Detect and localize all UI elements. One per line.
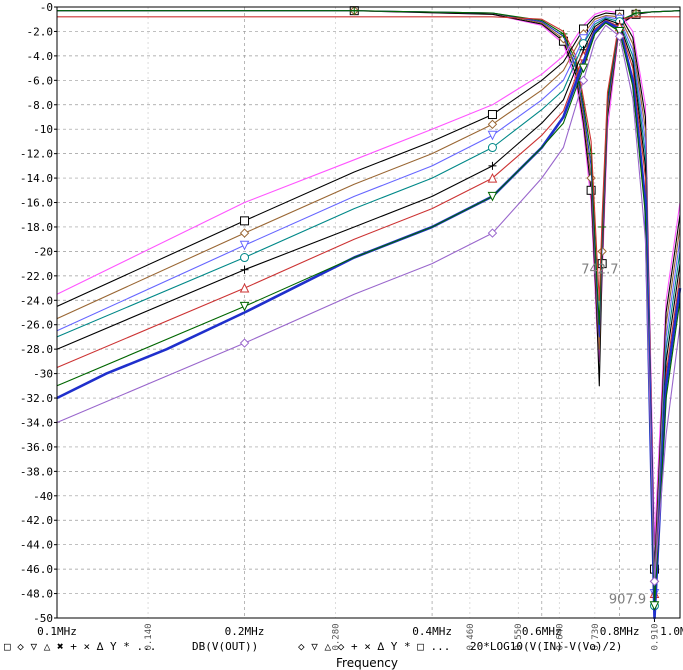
in-series-line (57, 10, 681, 387)
in-series-4 (57, 10, 681, 338)
x-tick-label: 0.8MHz (600, 625, 640, 638)
plot-frame (56, 6, 681, 619)
y-tick-label: -0 (40, 1, 53, 14)
y-tick-label: -26.0 (20, 319, 53, 332)
out-series-10 (56, 24, 681, 587)
out-series-line (56, 24, 681, 582)
y-tick-label: -20 (33, 245, 53, 258)
legend-label-out: DB(V(OUT)) (192, 640, 258, 653)
data-marker (487, 130, 498, 141)
data-marker (649, 601, 660, 611)
x-axis-label: Frequency (336, 656, 398, 670)
y-tick-label: -30 (33, 368, 53, 381)
data-marker (239, 338, 250, 348)
x-tick-label: 0.1MHz (37, 625, 77, 638)
legend-label-in: 20*LOG10(V(IN)-V(Vo)/2) (470, 640, 622, 653)
y-tick-label: -16.0 (20, 197, 53, 210)
data-marker (487, 172, 498, 183)
legend: □ ◇ ▽ △ ✖ + × ∆ Y * ... DB(V(OUT)) ◇ ▽ △… (4, 640, 622, 653)
data-marker (239, 240, 250, 251)
y-tick-label: -42.0 (20, 514, 53, 527)
y-tick-label: -28.0 (20, 343, 53, 356)
x-tick-label: 0.2MHz (225, 625, 265, 638)
y-tick-label: -18.0 (20, 221, 53, 234)
legend-markers-out: □ ◇ ▽ △ ✖ + × ∆ Y * ... (4, 640, 156, 653)
y-tick-label: -34.0 (20, 416, 53, 429)
data-marker (239, 282, 250, 293)
in-series-line (57, 10, 681, 326)
y-tick-label: -46.0 (20, 563, 53, 576)
y-tick-label: -8.0 (27, 99, 54, 112)
y-tick-label: -10 (33, 123, 53, 136)
series-layer (56, 5, 682, 622)
in-series-line (57, 16, 680, 301)
data-marker (487, 143, 497, 153)
x-minor-tick-label: 0.640 (555, 623, 565, 650)
x-minor-tick-label: 0.730 (591, 623, 601, 650)
grid (56, 6, 681, 619)
data-marker (487, 119, 498, 130)
in-series-6 (57, 16, 680, 301)
data-marker (240, 253, 250, 263)
y-tick-label: -6.0 (27, 74, 54, 87)
y-tick-label: -38.0 (20, 465, 53, 478)
data-marker (578, 75, 589, 86)
y-tick-label: -4.0 (27, 50, 54, 63)
y-tick-label: -50 (33, 612, 53, 625)
y-tick-label: -48.0 (20, 588, 53, 601)
y-tick-label: -2.0 (27, 25, 54, 38)
y-tick-label: -32.0 (20, 392, 53, 405)
data-marker (578, 34, 589, 44)
y-tick-label: -24.0 (20, 294, 53, 307)
y-tick-label: -14.0 (20, 172, 53, 185)
y-tick-label: -40 (33, 490, 53, 503)
x-minor-tick-label: 0.910 (650, 623, 660, 650)
y-tick-label: -22.0 (20, 270, 53, 283)
y-tick-label: -44.0 (20, 539, 53, 552)
annotation-marker-2: 907.9 (609, 592, 646, 607)
y-tick-label: -36.0 (20, 441, 53, 454)
x-minor-tick-label: 0.140 (144, 623, 154, 650)
x-minor-tick-label: 0.550 (514, 623, 524, 650)
y-tick-label: -12.0 (20, 148, 53, 161)
data-marker (487, 191, 498, 202)
x-axis: 0.1MHz 0.2MHz 0.4MHz 0.6MHz 0.8MHz 1.0MHz 0.14… (37, 623, 683, 650)
x-tick-label: 1.0MHz (660, 625, 683, 638)
x-tick-label: 0.6MHz (522, 625, 562, 638)
y-axis: -0 -2.0 -4.0 -6.0 -8.0 -10 -12.0 -14.0 -16.0 -18.… (20, 1, 57, 625)
x-minor-tick-label: 0.460 (466, 623, 476, 650)
x-minor-tick-label: 0.280 (332, 623, 342, 650)
data-marker (239, 228, 250, 238)
data-marker (614, 26, 625, 37)
data-marker (239, 301, 250, 312)
data-marker (487, 228, 498, 238)
data-marker (649, 576, 660, 587)
data-marker (578, 63, 589, 74)
data-marker (240, 216, 250, 226)
annotation-marker-1: 742.7 (581, 262, 618, 277)
x-tick-label: 0.4MHz (412, 625, 452, 638)
in-series-line (57, 10, 681, 338)
data-marker (614, 31, 625, 42)
data-marker (487, 110, 497, 120)
legend-markers-in: ◇ ▽ △ ◇ + × ∆ Y * □ ... (298, 640, 450, 653)
